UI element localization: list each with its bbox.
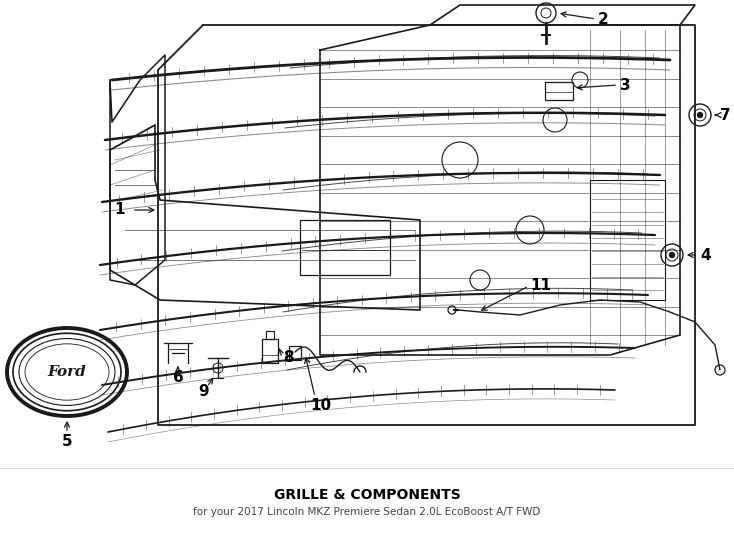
Text: 9: 9 [199,384,209,400]
Text: GRILLE & COMPONENTS: GRILLE & COMPONENTS [274,488,460,502]
Text: 1: 1 [115,202,126,218]
Circle shape [669,253,675,258]
Text: for your 2017 Lincoln MKZ Premiere Sedan 2.0L EcoBoost A/T FWD: for your 2017 Lincoln MKZ Premiere Sedan… [193,507,541,517]
Text: 10: 10 [310,397,331,413]
Bar [300,220,390,275]
Bar [590,180,665,300]
Text: 2: 2 [598,11,608,26]
Text: 3: 3 [620,78,631,92]
Circle shape [697,112,702,118]
Text: 5: 5 [62,435,73,449]
Text: 8: 8 [283,350,294,366]
Text: Ford: Ford [48,365,87,379]
Bar [545,82,573,100]
Text: 11: 11 [530,278,551,293]
Bar [262,339,278,363]
Text: 6: 6 [172,370,184,386]
Text: 7: 7 [720,107,730,123]
Bar [289,346,301,360]
Text: 4: 4 [700,247,711,262]
